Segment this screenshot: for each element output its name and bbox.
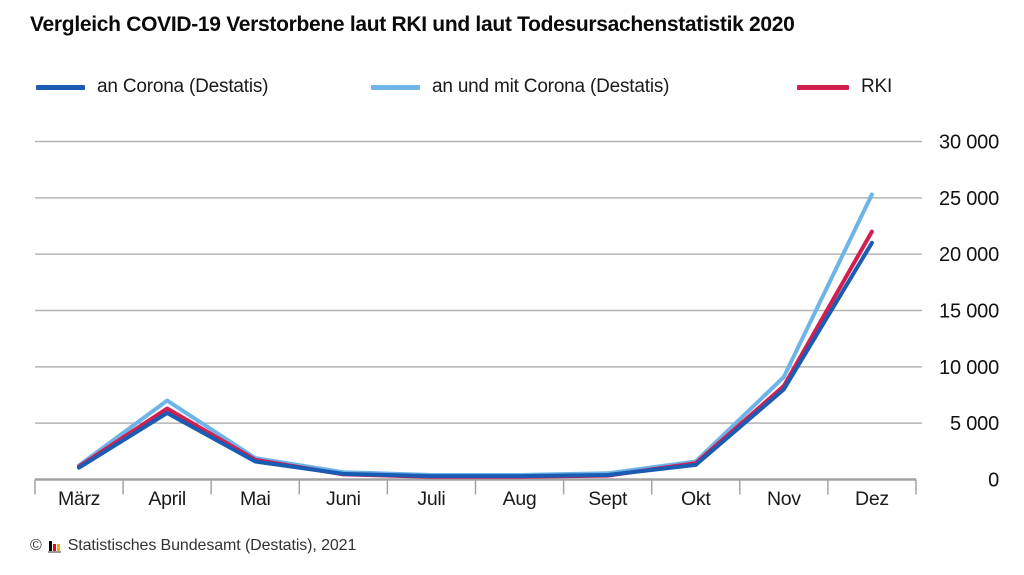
legend-swatch-rki <box>797 84 849 90</box>
x-axis-tick-label: Sept <box>588 488 628 510</box>
series-line-rki <box>77 229 874 479</box>
x-axis-tick-label: Juni <box>326 488 361 510</box>
x-axis-tick-label: Mai <box>240 488 271 510</box>
legend-item-an-corona: an Corona (Destatis) <box>36 76 268 98</box>
copyright-symbol: © <box>30 537 42 554</box>
x-axis-tick-label: Juli <box>417 488 445 510</box>
source-text: Statistisches Bundesamt (Destatis), 2021 <box>67 537 357 554</box>
legend-swatch-an-corona <box>36 84 85 90</box>
x-axis-tick-label: Okt <box>681 488 711 510</box>
legend-label: RKI <box>861 76 893 97</box>
y-axis-tick-label: 25 000 <box>939 188 999 210</box>
x-axis-tick-label: März <box>58 488 100 510</box>
y-axis-tick-label: 10 000 <box>939 357 999 379</box>
x-axis-tick-label: April <box>148 488 186 510</box>
legend-swatch-an-und-mit-corona <box>371 84 420 90</box>
legend-label: an Corona (Destatis) <box>97 76 269 97</box>
legend-label: an und mit Corona (Destatis) <box>432 76 670 97</box>
chart-title: Vergleich COVID-19 Verstorbene laut RKI … <box>30 13 795 36</box>
y-axis-tick-label: 5 000 <box>950 413 999 435</box>
x-axis-tick-label: Dez <box>855 488 889 510</box>
series-line-an-und-mit-corona-destatis <box>77 192 874 477</box>
x-axis-tick-label: Nov <box>767 488 801 510</box>
legend-item-rki: RKI <box>797 76 892 98</box>
destatis-logo-icon <box>47 539 61 553</box>
legend-item-an-und-mit-corona: an und mit Corona (Destatis) <box>371 76 669 98</box>
series-line-an-corona-destatis <box>77 240 874 479</box>
y-axis-tick-label: 15 000 <box>939 301 999 323</box>
source-note: © Statistisches Bundesamt (Destatis), 20… <box>30 537 356 555</box>
y-axis-tick-label: 0 <box>988 470 999 492</box>
x-axis-tick-label: Aug <box>503 488 537 510</box>
y-axis-tick-label: 30 000 <box>939 132 999 154</box>
y-axis-tick-label: 20 000 <box>939 244 999 266</box>
